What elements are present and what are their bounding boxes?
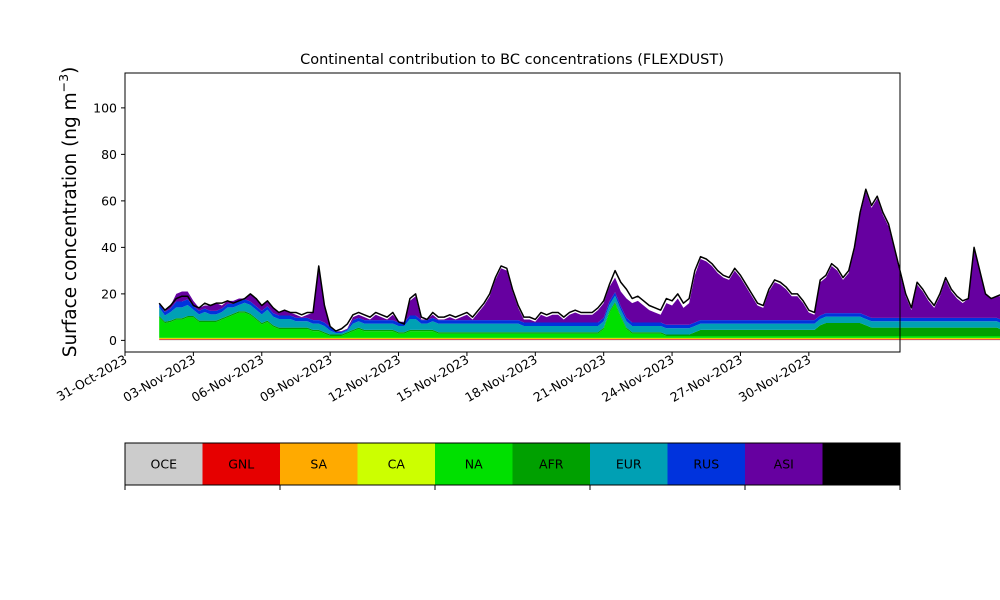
x-tick-label: 03-Nov-2023 — [120, 352, 197, 405]
area-series-rus — [159, 292, 1000, 333]
y-axis-label-unit-exponent: −3 — [56, 74, 71, 92]
y-tick-label: 100 — [93, 100, 117, 115]
legend-label-asi: ASI — [774, 457, 794, 472]
area-series-oce — [159, 339, 1000, 341]
legend-label-aus: AUS — [848, 457, 874, 472]
x-tick-label: 06-Nov-2023 — [189, 352, 266, 405]
legend-swatch-gnl — [202, 443, 281, 485]
total-line — [158, 188, 1000, 332]
x-tick-label: 21-Nov-2023 — [531, 352, 608, 405]
plot-frame — [124, 72, 901, 353]
legend-label-afr: AFR — [539, 457, 564, 472]
y-tick-label: 0 — [109, 333, 117, 348]
legend-swatch-eur — [590, 443, 668, 485]
y-axis-label-text: Surface concentration (ng m — [60, 92, 81, 357]
x-tick-label: 24-Nov-2023 — [599, 352, 676, 405]
legend-frame — [124, 442, 901, 486]
legend-swatch-na — [435, 443, 513, 485]
y-tick-label: 80 — [101, 147, 117, 162]
y-tick-label: 40 — [101, 240, 117, 255]
stacked-areas — [159, 191, 1000, 341]
area-series-asi — [159, 191, 1000, 332]
total-line-group — [158, 188, 1000, 332]
legend-label-rus: RUS — [693, 457, 719, 472]
svg-text:Surface concentration (ng m−3): Surface concentration (ng m−3) — [56, 67, 81, 358]
area-series-eur — [159, 295, 1000, 335]
chart-title: Continental contribution to BC concentra… — [300, 52, 724, 68]
colorbar-legend: OCE GNL SA CA NA AFR EUR RUS ASI AUS — [124, 442, 901, 490]
legend-label-eur: EUR — [616, 457, 642, 472]
x-tick-label: 09-Nov-2023 — [257, 352, 334, 405]
legend-swatch-afr — [512, 443, 591, 485]
x-tick-label: 27-Nov-2023 — [667, 352, 744, 405]
x-tick-label: 30-Nov-2023 — [736, 352, 813, 405]
area-series-ca — [159, 337, 1000, 339]
legend-swatch-asi — [745, 443, 823, 485]
legend-swatch-oce — [125, 443, 203, 485]
area-series-gnl — [159, 338, 1000, 340]
legend-label-na: NA — [465, 457, 483, 472]
legend-swatch-ca — [357, 443, 436, 485]
legend-label-gnl: GNL — [228, 457, 254, 472]
x-tick-label: 12-Nov-2023 — [326, 352, 403, 405]
x-tick-label: 18-Nov-2023 — [462, 352, 539, 405]
x-tick-label: 15-Nov-2023 — [394, 352, 471, 405]
legend-swatch-aus — [822, 443, 901, 485]
area-series-na — [159, 303, 1000, 338]
x-tick-label: 31-Oct-2023 — [54, 352, 130, 404]
x-axis: 31-Oct-202303-Nov-202306-Nov-202309-Nov-… — [54, 352, 813, 405]
legend-swatch-sa — [280, 443, 358, 485]
legend-label-sa: SA — [310, 457, 327, 472]
legend-swatch-rus — [667, 443, 746, 485]
legend-label-ca: CA — [388, 457, 406, 472]
area-series-afr — [159, 302, 1000, 336]
y-tick-label: 60 — [101, 193, 117, 208]
y-axis-label: Surface concentration (ng m−3) — [56, 67, 81, 358]
y-axis-label-close: ) — [60, 67, 81, 74]
y-tick-label: 20 — [101, 286, 117, 301]
y-axis: 0 20 40 60 80 100 — [93, 100, 125, 348]
legend-label-oce: OCE — [151, 457, 178, 472]
